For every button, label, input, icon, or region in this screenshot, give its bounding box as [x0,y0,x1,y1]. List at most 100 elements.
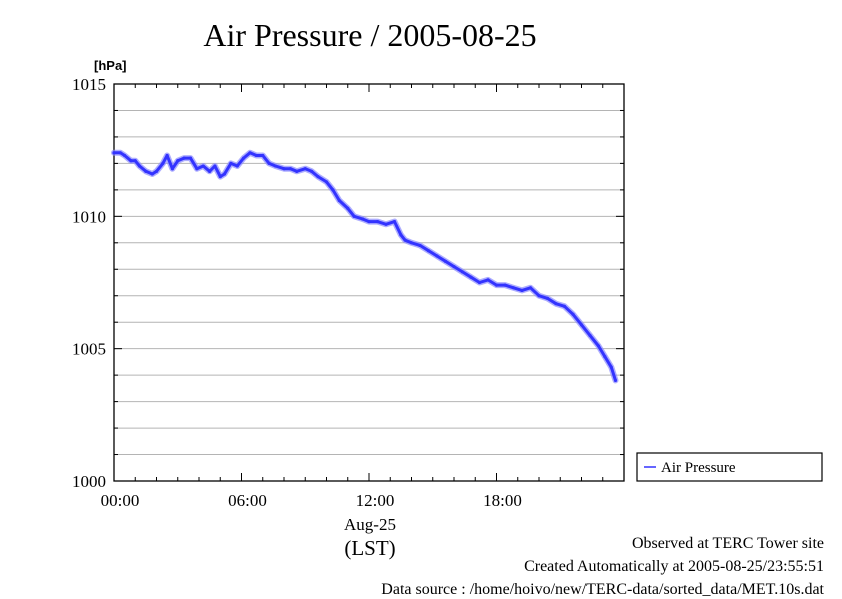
data-point [248,151,252,155]
x-tick-label: 06:00 [228,491,267,510]
data-point [503,283,507,287]
data-point [452,265,456,269]
data-point [188,156,193,160]
x-tick-label: 12:00 [356,491,395,510]
data-point [511,286,516,290]
footer-source: Data source : /home/hoivo/new/TERC-data/… [381,581,824,598]
data-point [195,167,199,171]
footer-site: Observed at TERC Tower site [631,535,824,552]
x-axis-date-label: Aug-25 [344,515,396,534]
data-point [337,198,341,203]
data-point [361,217,365,221]
data-point [426,249,431,253]
data-point [144,169,148,173]
data-point [213,164,217,168]
legend: Air Pressure [636,452,823,482]
data-point [596,344,601,348]
data-point [133,159,137,163]
data-point [150,172,154,176]
data-point [123,153,127,158]
data-point [267,161,271,165]
data-point [254,153,258,158]
x-axis-timezone-label: (LST) [344,536,395,560]
data-point [208,169,212,173]
axis-ticks [113,83,625,482]
x-tick-labels: 00:00 06:00 12:00 18:00 [101,491,522,510]
data-point [409,241,414,245]
data-point [218,175,222,179]
data-point [562,304,567,308]
data-point [399,233,403,237]
data-point [161,161,165,165]
data-point [182,156,186,160]
data-point [222,172,227,176]
plot-frame [113,83,625,482]
data-point [403,238,407,242]
data-point [588,333,592,338]
data-point [170,167,175,171]
data-point [118,151,122,155]
y-tick-label: 1010 [72,207,106,226]
data-point [176,159,180,163]
data-point [392,220,397,224]
chart-title: Air Pressure / 2005-08-25 [203,17,536,53]
data-point [486,278,490,282]
data-point [545,296,550,300]
data-point [435,254,439,258]
series-band [111,149,619,384]
data-point [282,167,286,171]
data-point [477,280,482,285]
data-point [375,220,380,224]
y-tick-label: 1005 [72,340,106,359]
data-point [469,275,473,279]
series-line [112,151,617,382]
x-tick-label: 00:00 [101,491,140,510]
data-point [316,175,320,179]
data-point [165,153,169,158]
y-tick-label: 1000 [72,472,106,491]
legend-label: Air Pressure [661,460,736,476]
data-point [554,302,558,306]
data-point [528,286,533,290]
data-point [537,294,541,298]
data-point [303,167,307,171]
grid-lines [114,109,624,456]
data-point [137,164,142,168]
data-point [613,378,618,383]
data-point [112,151,116,155]
data-point [242,156,246,160]
x-tick-label: 18:00 [483,491,522,510]
data-point [229,161,233,165]
data-point [384,222,388,226]
data-point [331,188,335,192]
y-tick-labels: 1000 1005 1010 1015 [72,75,106,491]
data-point [571,312,575,316]
data-point [273,164,278,168]
legend-box [636,452,823,482]
y-tick-label: 1015 [72,75,106,94]
series-lines [111,149,619,384]
data-point [201,164,205,168]
data-point [129,159,133,163]
data-point [261,153,265,158]
data-point [310,169,314,173]
data-point [288,167,292,171]
data-point [367,220,371,224]
data-point [443,259,448,263]
data-point [295,169,299,173]
data-point [579,323,584,327]
data-point [494,283,499,287]
y-axis-label: [hPa] [94,58,127,73]
data-point [346,206,350,210]
data-point [324,180,329,184]
data-point [520,288,524,293]
data-point [352,214,356,218]
footer-created: Created Automatically at 2005-08-25/23:5… [524,558,824,575]
data-point [418,243,422,248]
data-point [603,355,607,359]
data-point [609,365,613,369]
data-point [460,270,465,274]
data-point [235,164,239,168]
data-point [154,169,159,173]
